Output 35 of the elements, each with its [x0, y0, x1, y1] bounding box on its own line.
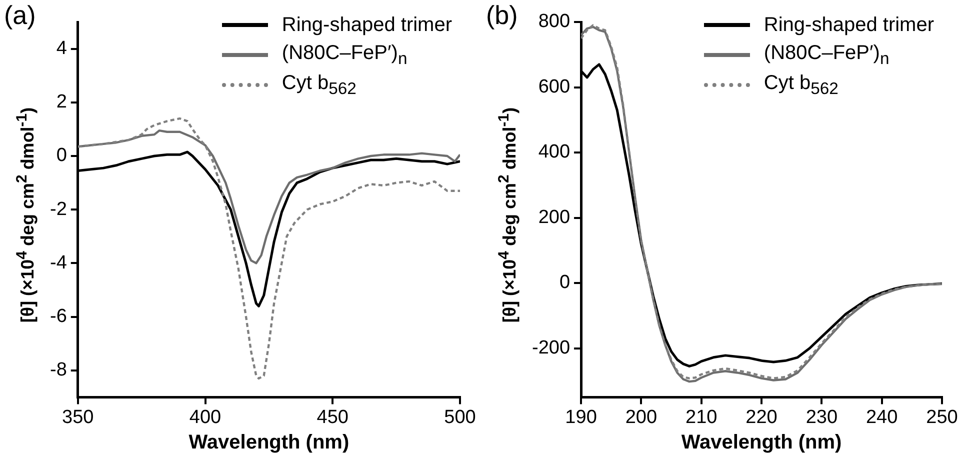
y-tick-label: -8 [50, 360, 67, 381]
chart-title: (b) [486, 0, 518, 31]
y-tick-label: 4 [56, 38, 68, 60]
y-tick-label: -6 [50, 306, 67, 328]
legend-label: Ring-shaped trimer [282, 14, 452, 36]
y-tick-label: 0 [559, 272, 570, 294]
x-tick-label: 500 [444, 406, 476, 428]
x-tick-label: 250 [926, 406, 958, 428]
y-tick-label: -2 [50, 198, 67, 220]
x-tick-label: 190 [565, 406, 597, 428]
y-tick-label: 200 [538, 206, 570, 228]
x-tick-label: 450 [316, 406, 348, 428]
chart-title: (a) [4, 0, 36, 31]
y-tick-label: -4 [50, 252, 68, 274]
y-tick-label: 0 [56, 145, 67, 166]
x-tick-label: 240 [866, 406, 898, 428]
legend-label: (N80C–FeP′)$_{n}$ [282, 42, 408, 68]
x-tick-label: 200 [625, 406, 658, 428]
x-tick-label: 400 [189, 406, 222, 428]
x-tick-label: 220 [746, 406, 778, 428]
y-tick-label: 600 [538, 76, 570, 98]
legend-label: Cyt b$_{562}$ [282, 72, 356, 98]
line-series [78, 117, 460, 380]
y-tick-label: -200 [532, 337, 570, 358]
y-tick-label: 2 [56, 92, 67, 113]
x-axis-title: Wavelength (nm) [681, 432, 842, 454]
legend-label: (N80C–FeP′)$_{n}$ [764, 42, 890, 68]
x-axis-title: Wavelength (nm) [188, 432, 350, 454]
legend-label: Ring-shaped trimer [764, 14, 934, 36]
x-tick-label: 230 [806, 406, 838, 428]
x-tick-label: 350 [62, 406, 94, 428]
x-tick-label: 210 [686, 406, 718, 428]
legend-label: Cyt b$_{562}$ [764, 72, 838, 98]
y-tick-label: 800 [538, 11, 570, 32]
y-tick-label: 400 [538, 142, 570, 163]
